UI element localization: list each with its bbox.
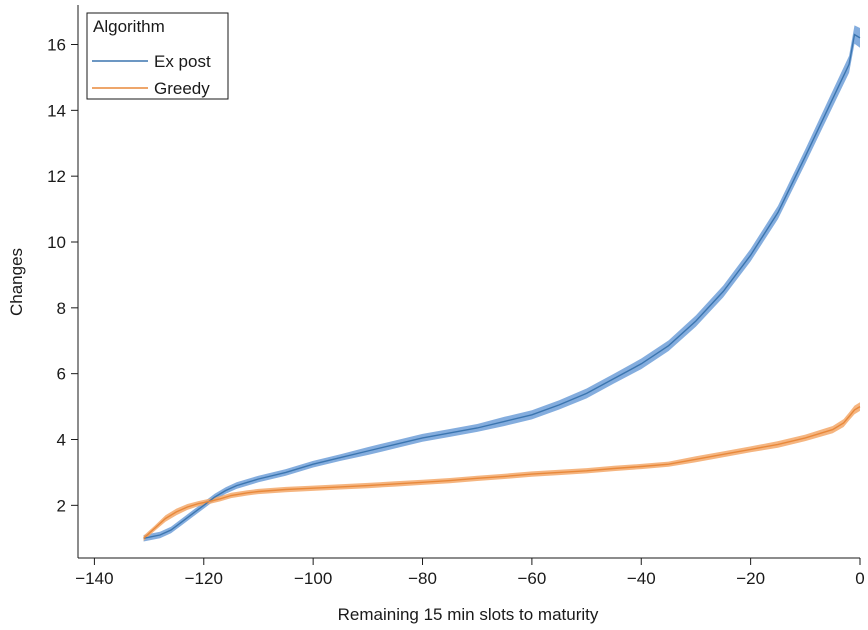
y-tick-label: 10 bbox=[47, 233, 66, 252]
series-lines bbox=[143, 33, 861, 539]
legend: Algorithm Ex post Greedy bbox=[86, 12, 229, 100]
series-line-ex-post bbox=[143, 33, 861, 539]
y-tick-label: 12 bbox=[47, 167, 66, 186]
x-tick-label: −140 bbox=[75, 569, 113, 588]
x-tick-label: −20 bbox=[736, 569, 765, 588]
y-tick-label: 6 bbox=[57, 365, 66, 384]
legend-box bbox=[86, 12, 229, 100]
y-tick-label: 16 bbox=[47, 36, 66, 55]
y-tick-label: 2 bbox=[57, 496, 66, 515]
y-tick-label: 8 bbox=[57, 299, 66, 318]
band-ex-post bbox=[143, 25, 861, 542]
y-axis-label: Changes bbox=[7, 248, 26, 316]
legend-label-greedy: Greedy bbox=[154, 79, 210, 98]
legend-title: Algorithm bbox=[93, 17, 165, 36]
y-tick-label: 14 bbox=[47, 101, 66, 120]
x-tick-label: −100 bbox=[294, 569, 332, 588]
confidence-bands bbox=[143, 25, 861, 542]
legend-label-ex-post: Ex post bbox=[154, 52, 211, 71]
x-tick-label: −80 bbox=[408, 569, 437, 588]
x-tick-label: −60 bbox=[517, 569, 546, 588]
y-tick-label: 4 bbox=[57, 431, 66, 450]
x-tick-label: −40 bbox=[627, 569, 656, 588]
x-axis-label: Remaining 15 min slots to maturity bbox=[338, 605, 599, 624]
x-tick-label: −120 bbox=[185, 569, 223, 588]
axes: −140 −120 −100 −80 −60 −40 −20 0 2 4 6 8 10 12 14 16 bbox=[47, 5, 865, 588]
x-tick-label: 0 bbox=[855, 569, 864, 588]
series-line-greedy bbox=[143, 405, 861, 539]
